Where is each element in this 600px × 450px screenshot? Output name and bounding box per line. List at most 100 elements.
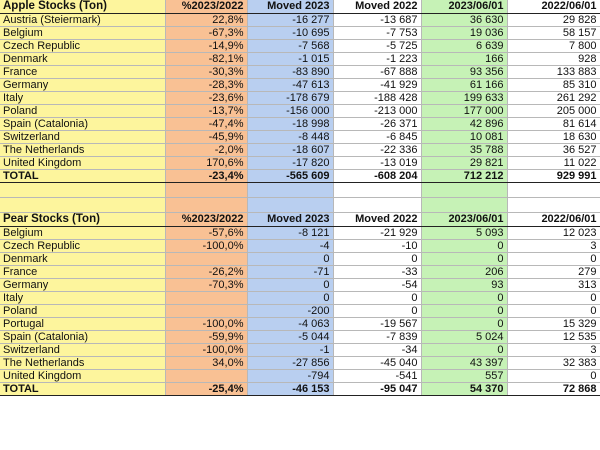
total-pct-change-cell[interactable]: -25,4% (165, 382, 248, 396)
moved-2022-cell[interactable]: -21 929 (333, 226, 422, 240)
stock-2022-cell[interactable]: 0 (507, 369, 600, 383)
country-cell[interactable]: Italy (0, 91, 166, 105)
pct-change-cell[interactable]: -45,9% (165, 130, 248, 144)
stock-2022-cell[interactable]: 0 (507, 252, 600, 266)
pct-change-cell[interactable] (165, 252, 248, 266)
stock-2023-cell[interactable]: 42 896 (421, 117, 508, 131)
moved-2022-cell[interactable]: -26 371 (333, 117, 422, 131)
pct-change-cell[interactable]: 170,6% (165, 156, 248, 170)
moved-2022-cell[interactable]: -10 (333, 239, 422, 253)
moved-2022-cell[interactable]: -7 839 (333, 330, 422, 344)
country-cell[interactable]: Germany (0, 278, 166, 292)
moved-2022-cell[interactable]: -13 687 (333, 13, 422, 27)
moved-2023-cell[interactable]: -27 856 (247, 356, 334, 370)
pct-change-cell[interactable]: 34,0% (165, 356, 248, 370)
pct-change-cell[interactable]: -82,1% (165, 52, 248, 66)
moved-2023-cell[interactable] (247, 197, 334, 213)
pct-change-cell[interactable]: -57,6% (165, 226, 248, 240)
pct-change-cell[interactable]: -100,0% (165, 317, 248, 331)
total-moved-2023-cell[interactable]: -565 609 (247, 169, 334, 183)
moved-2023-cell[interactable]: -1 015 (247, 52, 334, 66)
moved-2023-cell[interactable]: -47 613 (247, 78, 334, 92)
column-header[interactable]: 2022/06/01 (507, 0, 600, 14)
moved-2023-cell[interactable]: -5 044 (247, 330, 334, 344)
stock-2022-cell[interactable]: 18 630 (507, 130, 600, 144)
moved-2023-cell[interactable]: 0 (247, 252, 334, 266)
stock-2023-cell[interactable]: 0 (421, 291, 508, 305)
pct-change-cell[interactable]: -26,2% (165, 265, 248, 279)
stock-2022-cell[interactable]: 261 292 (507, 91, 600, 105)
column-header[interactable]: Moved 2022 (333, 0, 422, 14)
moved-2022-cell[interactable]: -7 753 (333, 26, 422, 40)
country-cell[interactable]: Switzerland (0, 343, 166, 357)
country-cell[interactable]: Spain (Catalonia) (0, 330, 166, 344)
pct-change-cell[interactable]: -28,3% (165, 78, 248, 92)
stock-2023-cell[interactable]: 5 093 (421, 226, 508, 240)
column-header[interactable]: %2023/2022 (165, 212, 248, 227)
stock-2023-cell[interactable]: 0 (421, 317, 508, 331)
country-cell[interactable] (0, 182, 166, 198)
column-header[interactable]: %2023/2022 (165, 0, 248, 14)
country-cell[interactable]: Germany (0, 78, 166, 92)
moved-2023-cell[interactable]: -200 (247, 304, 334, 318)
pct-change-cell[interactable]: -2,0% (165, 143, 248, 157)
country-cell[interactable]: Denmark (0, 252, 166, 266)
moved-2023-cell[interactable]: -8 448 (247, 130, 334, 144)
stock-2022-cell[interactable]: 3 (507, 239, 600, 253)
stock-2023-cell[interactable]: 36 630 (421, 13, 508, 27)
column-header[interactable]: 2023/06/01 (421, 212, 508, 227)
country-cell[interactable]: The Netherlands (0, 356, 166, 370)
moved-2023-cell[interactable]: -178 679 (247, 91, 334, 105)
moved-2023-cell[interactable] (247, 182, 334, 198)
pct-change-cell[interactable]: -47,4% (165, 117, 248, 131)
total-country-cell[interactable]: TOTAL (0, 382, 166, 396)
stock-2023-cell[interactable]: 43 397 (421, 356, 508, 370)
pct-change-cell[interactable]: -100,0% (165, 343, 248, 357)
moved-2023-cell[interactable]: 0 (247, 291, 334, 305)
stock-2023-cell[interactable]: 177 000 (421, 104, 508, 118)
stock-2023-cell[interactable]: 61 166 (421, 78, 508, 92)
stock-2022-cell[interactable]: 81 614 (507, 117, 600, 131)
moved-2022-cell[interactable]: -1 223 (333, 52, 422, 66)
stock-2023-cell[interactable]: 35 788 (421, 143, 508, 157)
total-stock-2023-cell[interactable]: 712 212 (421, 169, 508, 183)
pct-change-cell[interactable]: -23,6% (165, 91, 248, 105)
country-cell[interactable]: Austria (Steiermark) (0, 13, 166, 27)
moved-2023-cell[interactable]: -4 (247, 239, 334, 253)
stock-2023-cell[interactable]: 93 (421, 278, 508, 292)
country-cell[interactable]: Belgium (0, 26, 166, 40)
stock-2022-cell[interactable]: 0 (507, 304, 600, 318)
pct-change-cell[interactable]: -30,3% (165, 65, 248, 79)
column-header[interactable]: Moved 2023 (247, 212, 334, 227)
total-country-cell[interactable]: TOTAL (0, 169, 166, 183)
stock-2022-cell[interactable]: 313 (507, 278, 600, 292)
moved-2023-cell[interactable]: 0 (247, 278, 334, 292)
moved-2023-cell[interactable]: -156 000 (247, 104, 334, 118)
stock-2023-cell[interactable]: 0 (421, 252, 508, 266)
country-cell[interactable]: The Netherlands (0, 143, 166, 157)
moved-2022-cell[interactable]: 0 (333, 304, 422, 318)
country-cell[interactable]: Spain (Catalonia) (0, 117, 166, 131)
stock-2023-cell[interactable] (421, 182, 508, 198)
moved-2023-cell[interactable]: -1 (247, 343, 334, 357)
moved-2022-cell[interactable]: 0 (333, 252, 422, 266)
pct-change-cell[interactable] (165, 197, 248, 213)
country-cell[interactable]: Switzerland (0, 130, 166, 144)
country-cell[interactable]: Poland (0, 104, 166, 118)
stock-2023-cell[interactable]: 199 633 (421, 91, 508, 105)
moved-2022-cell[interactable]: -54 (333, 278, 422, 292)
stock-2022-cell[interactable]: 58 157 (507, 26, 600, 40)
stock-2022-cell[interactable]: 3 (507, 343, 600, 357)
pct-change-cell[interactable] (165, 304, 248, 318)
moved-2022-cell[interactable]: -5 725 (333, 39, 422, 53)
total-stock-2022-cell[interactable]: 929 991 (507, 169, 600, 183)
total-moved-2022-cell[interactable]: -608 204 (333, 169, 422, 183)
stock-2022-cell[interactable]: 0 (507, 291, 600, 305)
pct-change-cell[interactable]: -67,3% (165, 26, 248, 40)
pct-change-cell[interactable]: -100,0% (165, 239, 248, 253)
stock-2022-cell[interactable]: 133 883 (507, 65, 600, 79)
moved-2022-cell[interactable]: 0 (333, 291, 422, 305)
pct-change-cell[interactable] (165, 182, 248, 198)
column-header[interactable]: Pear Stocks (Ton) (0, 212, 166, 227)
pct-change-cell[interactable] (165, 369, 248, 383)
